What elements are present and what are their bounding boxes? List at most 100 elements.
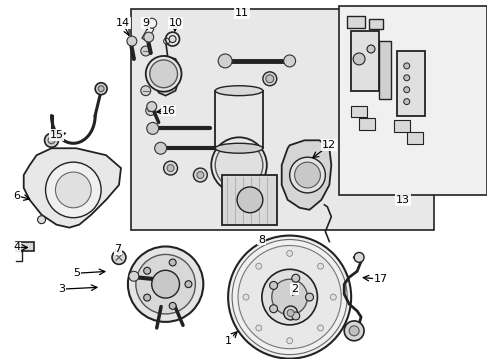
Circle shape <box>263 72 276 86</box>
Circle shape <box>265 75 273 83</box>
Bar <box>142 26 154 41</box>
Bar <box>350 31 378 91</box>
Circle shape <box>167 165 174 172</box>
Circle shape <box>291 312 299 320</box>
Circle shape <box>286 251 292 256</box>
Circle shape <box>141 46 150 56</box>
Circle shape <box>243 294 248 300</box>
Polygon shape <box>24 148 121 228</box>
Circle shape <box>348 326 358 336</box>
Circle shape <box>228 235 350 359</box>
Text: 1: 1 <box>224 336 231 346</box>
Text: 6: 6 <box>13 191 20 201</box>
Circle shape <box>143 32 153 42</box>
Circle shape <box>145 105 155 116</box>
Circle shape <box>403 87 409 93</box>
Bar <box>350 105 366 117</box>
Text: 5: 5 <box>73 268 80 278</box>
Circle shape <box>294 162 320 188</box>
Circle shape <box>143 294 150 301</box>
Bar <box>215 91 263 148</box>
Circle shape <box>255 263 261 269</box>
Circle shape <box>403 99 409 105</box>
Bar <box>131 9 433 230</box>
Circle shape <box>169 36 176 42</box>
Text: 4: 4 <box>13 243 20 252</box>
Circle shape <box>38 216 45 224</box>
Circle shape <box>269 282 277 289</box>
Circle shape <box>305 293 313 301</box>
Ellipse shape <box>215 141 263 189</box>
Circle shape <box>150 66 161 76</box>
Text: 16: 16 <box>161 105 175 116</box>
Circle shape <box>193 168 207 182</box>
Circle shape <box>366 45 374 53</box>
Circle shape <box>151 270 179 298</box>
Text: 14: 14 <box>116 18 130 28</box>
Ellipse shape <box>215 86 263 96</box>
Circle shape <box>143 267 150 274</box>
Bar <box>346 16 365 28</box>
Polygon shape <box>281 140 331 210</box>
Circle shape <box>184 281 191 288</box>
Circle shape <box>145 56 181 92</box>
Circle shape <box>146 122 158 134</box>
Polygon shape <box>150 56 180 96</box>
Bar <box>406 132 422 144</box>
Circle shape <box>352 53 365 65</box>
Circle shape <box>283 55 295 67</box>
Circle shape <box>255 325 261 331</box>
Text: 9: 9 <box>142 18 149 28</box>
Circle shape <box>169 259 176 266</box>
Text: 7: 7 <box>114 244 122 255</box>
Circle shape <box>271 279 307 315</box>
Ellipse shape <box>215 143 263 153</box>
Text: 17: 17 <box>373 274 387 284</box>
Circle shape <box>289 157 325 193</box>
Bar <box>222 175 276 225</box>
Circle shape <box>330 294 336 300</box>
Bar <box>396 51 424 116</box>
Circle shape <box>149 60 177 88</box>
Circle shape <box>95 83 107 95</box>
Circle shape <box>317 325 323 331</box>
Circle shape <box>146 18 156 28</box>
Circle shape <box>112 251 126 264</box>
Circle shape <box>218 54 232 68</box>
Bar <box>368 19 382 29</box>
Circle shape <box>128 247 203 322</box>
Circle shape <box>98 86 104 92</box>
Bar <box>378 41 390 99</box>
Circle shape <box>317 263 323 269</box>
Circle shape <box>55 172 91 208</box>
Circle shape <box>197 172 203 179</box>
Circle shape <box>269 305 277 313</box>
Circle shape <box>163 38 169 44</box>
Text: 2: 2 <box>290 284 298 294</box>
Text: 11: 11 <box>235 8 248 18</box>
Bar <box>358 118 374 130</box>
Circle shape <box>48 137 55 144</box>
Circle shape <box>237 187 263 213</box>
Circle shape <box>344 321 364 341</box>
Circle shape <box>136 255 195 314</box>
Circle shape <box>286 310 293 316</box>
Circle shape <box>291 274 299 282</box>
Text: 13: 13 <box>395 195 409 205</box>
Circle shape <box>169 302 176 309</box>
Circle shape <box>163 161 177 175</box>
Circle shape <box>353 252 364 262</box>
Circle shape <box>283 306 297 320</box>
Text: 10: 10 <box>168 18 182 28</box>
Circle shape <box>146 102 156 112</box>
Text: 8: 8 <box>258 234 265 244</box>
Circle shape <box>262 269 317 325</box>
Circle shape <box>44 133 59 147</box>
Circle shape <box>45 162 101 218</box>
Text: 15: 15 <box>49 130 63 140</box>
Circle shape <box>154 142 166 154</box>
Text: 3: 3 <box>58 284 65 294</box>
Circle shape <box>127 36 137 46</box>
Bar <box>339 6 486 195</box>
Bar <box>393 121 409 132</box>
